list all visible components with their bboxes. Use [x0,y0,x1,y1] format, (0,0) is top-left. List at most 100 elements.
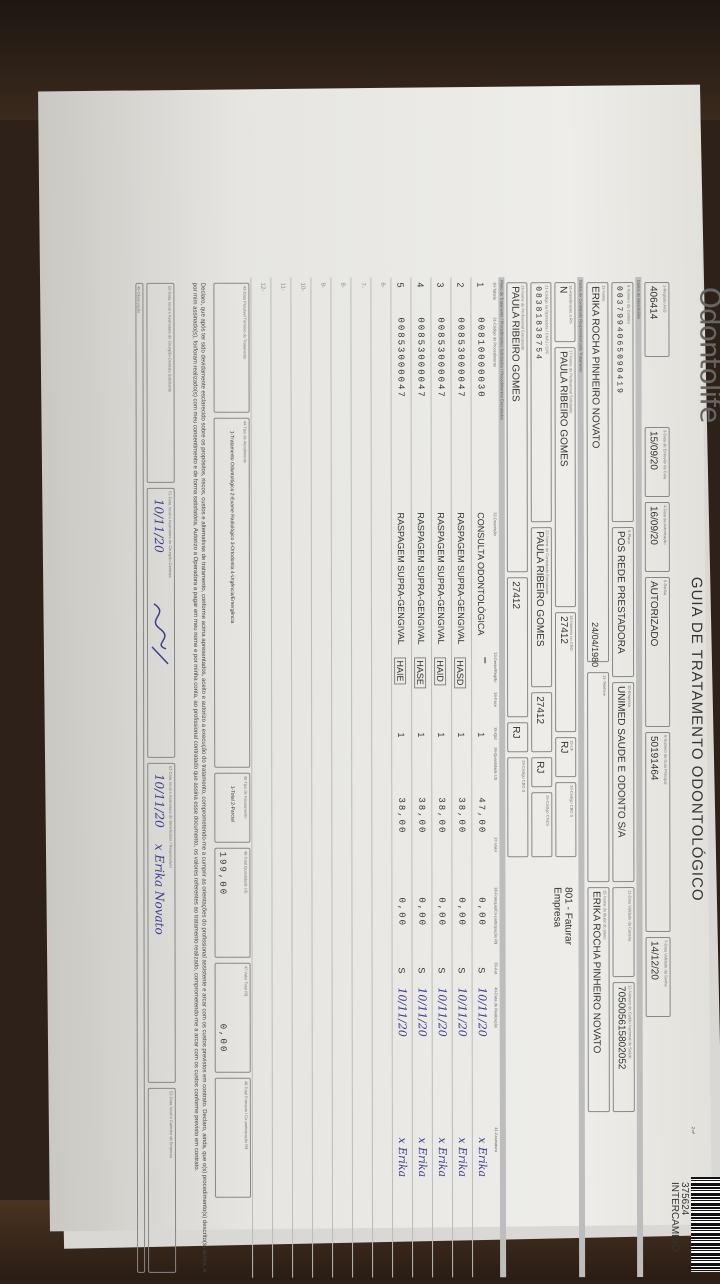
label: 13-Nome [601,285,607,302]
label: 44-Tipo de Atendimento [242,420,248,464]
dentist-date-handwritten: 10/11/20 [151,498,166,553]
label: 45-Tipo de Faturamento [243,775,249,819]
requester-field: 17-Nome do Profissional Solicitante PAULA… [554,347,576,608]
cro2-field: 27412 [531,692,553,753]
birth-date: 24/04/1980 [589,622,601,668]
beneficiary-date-handwritten: 10/11/20 [152,773,167,828]
label: 52-Data, local e Assinatura do Beneficiá… [168,765,174,868]
cell-value: 38,00 [456,797,467,835]
label: 53-Data, local e Carimbo da Empresa [168,1090,174,1158]
beneficiary-signature: x Erika Novato [152,843,167,935]
dental-treatment-form: Odontolife GUIA DE TRATAMENTO ODONTOLÓGI… [134,277,720,1278]
row-number: 11- [279,282,286,291]
cell-qty: 1 [476,732,487,738]
cell-date: 10/11/20 [415,987,429,1037]
label: 5-Senha [662,579,668,596]
cell-code: 00810000030 [475,317,486,399]
label: 43-Data Provável Término do Tratamento [242,285,248,360]
col-face: 34-Face [493,692,499,707]
cell-value: 38,00 [396,797,407,835]
label: 7-Data Validade da Senha [663,939,669,987]
service-type-field: 44-Tipo de Atendimento 1-Tratamento Odont… [213,417,251,768]
cell-n: 1 [475,282,486,288]
cell-date: 10/11/20 [475,987,489,1037]
value: 27412 [557,616,570,644]
procedure-row: 2 00853000047 RASPAGEM SUPRA-GENGIVAL HASD 1… [450,277,473,1278]
cell-n: 4 [415,282,426,288]
label: 15-Nome do titular do plano [602,890,608,940]
cell-desc: RASPAGEM SUPRA-GENGIVAL [415,512,427,645]
cell-aut: S [416,967,427,974]
col-region: 33-Dente/Região [493,652,499,683]
value: 14/12/20 [648,940,660,980]
label: 26-Nome do Profissional Executante [520,285,526,351]
issue-date-field: 3-Data de Emissão da Guia 15/09/20 [644,426,670,498]
cell-sign: x Erika [455,1137,469,1178]
label: 10-Empresa [627,685,633,707]
cell-code: 00853000047 [455,317,466,399]
cell-sign: x Erika [395,1137,409,1178]
cell-qty: 1 [416,732,427,738]
value: 0037994065090419 [614,286,624,395]
cell-desc: RASPAGEM SUPRA-GENGIVAL [395,512,407,645]
col-date: 40-Data de Realização [493,987,499,1028]
company-field: 10-Empresa UNIMED SAUDE E ODONTO S/A [612,682,635,883]
billing-type-field: 45-Tipo de Faturamento 1-Total 2-Parcial [214,772,251,843]
cell-sign: x Erika [415,1137,429,1178]
cell-code: 00853000047 [435,317,446,399]
observation-field: 49-Observação [135,282,146,1273]
card-number-field: 8-Número da Carteira 0037994065090419 [611,282,634,523]
label: 9-Plano [626,530,632,544]
cell-value: 38,00 [416,797,427,835]
value: PAULA RIBEIRO GOMES [509,286,521,402]
cell-sign: x Erika [435,1137,449,1178]
procedure-row: 10- [290,277,313,1278]
phone-field: 14-Telefone [587,672,610,883]
cell-sign: x Erika [475,1137,489,1178]
label: 6-Número da Guia Principal [663,734,669,785]
col-qty: 35-Qtd [493,727,499,740]
col-code: 31-Código do Procedimento [492,317,498,368]
cell-region: HAID [434,657,447,685]
label: 29-Código CBO S [521,760,527,793]
value: RJ [534,761,546,774]
cro3-field: 27412 [506,577,529,718]
cell-aut: S [436,967,447,974]
total-value-field: 47-Valor Total R$ 0,00 [214,962,251,1073]
label: 16-Atendimento a RN [568,285,574,324]
col-sign: 41-Assinatura [493,1127,499,1152]
value: ERIKA ROCHA PINHEIRO NOVATO [590,891,602,1054]
holder-field: 15-Nome do titular do plano ERIKA ROCHA P… [587,887,610,1113]
value: RJ [510,726,522,739]
company-stamp-field: 53-Data, local e Carimbo da Empresa [147,1087,177,1273]
cell-region: HASE [414,657,427,688]
uf2-field: RJ [531,757,553,788]
dentist-signature-field: 51-Data, local e Assinatura do Cirurgião… [146,487,176,758]
label: 51-Data, local e Assinatura do Cirurgião… [167,490,173,578]
label: 19-UF [569,740,575,752]
ans-field: 1-Registro ANS 406414 [644,281,670,358]
row-number: 8- [339,282,346,288]
label: 3-Data de Emissão da Guia [662,429,668,480]
main-guide-field: 6-Número da Guia Principal 50191464 [645,731,671,933]
card-validity-field: 11-Data Validade da Carteira [612,887,635,978]
label: 18-Número no CRO [568,615,575,651]
cbo-field: 20-Código CBO S [555,782,577,858]
cell-franchise: 0,00 [476,897,487,927]
row-number: 6- [379,282,386,288]
cell-franchise: 0,00 [436,897,447,927]
paper-sheet: Odontolife GUIA DE TRATAMENTO ODONTOLÓGI… [38,84,720,1278]
period-field: 43-Data Provável Término do Tratamento [213,282,250,413]
value: UNIMED SAUDE E ODONTO S/A [615,686,627,838]
procedure-row: 4 00853000047 RASPAGEM SUPRA-GENGIVAL HASE 1… [410,277,433,1278]
uf-field: 19-UF RJ [555,737,577,778]
guide-type: INTERCAMBIO [668,1181,681,1252]
cell-qty: 1 [396,732,407,738]
section-contractor: Dados do Contratado Responsável pelo Tra… [577,277,586,1278]
cell-desc: RASPAGEM SUPRA-GENGIVAL [435,512,447,645]
procedure-row: 9- [310,277,333,1278]
cell-qty: 1 [456,732,467,738]
requester-signature-field: 50-Data, local e Assinatura do Cirurgião… [146,282,175,483]
section-procedures: Plano de Tratamento / Procedimentos Soli… [498,277,507,1278]
cro-field: 18-Número no CRO 27412 [554,612,577,733]
